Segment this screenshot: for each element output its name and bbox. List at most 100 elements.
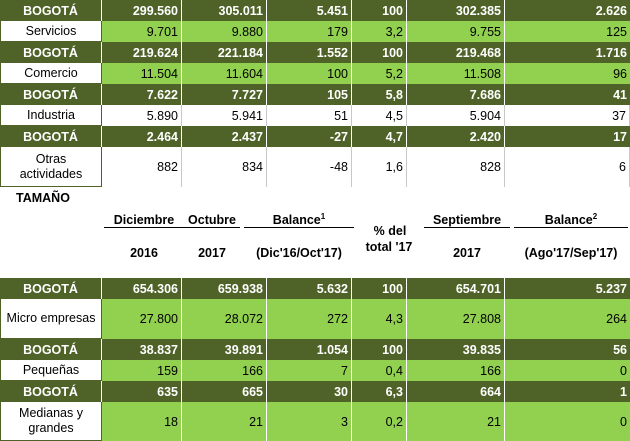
dic-value: 5.890 — [102, 105, 182, 126]
row-label: BOGOTÁ — [0, 381, 102, 402]
oct-value: 305.011 — [182, 0, 267, 21]
balance2-value: 96 — [613, 66, 627, 81]
dic-value: 2.464 — [102, 126, 182, 147]
row-label: BOGOTÁ — [0, 84, 102, 105]
pct-value: 4,3 — [352, 299, 407, 339]
row-label: BOGOTÁ — [0, 0, 102, 21]
oct-value: 28.072 — [182, 299, 267, 339]
sep-value: 664 — [407, 381, 505, 402]
oct-value: 9.880 — [182, 21, 267, 42]
pct-value: 0,2 — [352, 402, 407, 441]
balance-value: 3 — [267, 402, 352, 441]
row-label: Otras actividades — [0, 147, 102, 187]
sep-value: 27.808 — [407, 299, 505, 339]
table-row: Servicios 9.701 9.880 179 3,2 9.755 125 — [0, 21, 630, 42]
sep-value: 21 — [407, 402, 505, 441]
dic-value: 9.701 — [102, 21, 182, 42]
sep-value: 11.508 — [407, 63, 505, 84]
row-label: BOGOTÁ — [0, 126, 102, 147]
dic-value: 11.504 — [102, 63, 182, 84]
pct-value: 0,4 — [352, 360, 407, 381]
balance-value: 5.632 — [267, 278, 352, 299]
sep-value: 219.468 — [407, 42, 505, 63]
sep-value: 9.755 — [407, 21, 505, 42]
table-row: BOGOTÁ 38.837 39.891 1.054 100 39.835 56 — [0, 339, 630, 360]
row-label: BOGOTÁ — [0, 278, 102, 299]
balance-value: 1.054 — [267, 339, 352, 360]
balance2-value: 37 — [505, 105, 630, 126]
row-label: BOGOTÁ — [0, 339, 102, 360]
oct-value: 21 — [182, 402, 267, 441]
dic-value: 7.622 — [102, 84, 182, 105]
header-dic-year: 2016 — [130, 246, 158, 260]
dic-value: 654.306 — [102, 278, 182, 299]
oct-value: 659.938 — [182, 278, 267, 299]
pct-value: 4,5 — [352, 105, 407, 126]
sep-value: 166 — [407, 360, 505, 381]
balance2-value: 56 — [613, 342, 627, 357]
row-label: Industria — [0, 105, 102, 126]
row-label: Comercio — [0, 63, 102, 84]
section-title: TAMAÑO — [16, 191, 70, 205]
balance-value: -48 — [267, 147, 352, 187]
dic-value: 299.560 — [102, 0, 182, 21]
dic-value: 219.624 — [102, 42, 182, 63]
header-balance-1: Balance1 — [244, 212, 354, 228]
table-row: BOGOTÁ 654.306 659.938 5.632 100 654.701 5.237 — [0, 278, 630, 299]
pct-value: 100 — [352, 42, 407, 63]
sep-value: 654.701 — [407, 278, 505, 299]
balance-value: 179 — [267, 21, 352, 42]
balance2-value: 125 — [606, 24, 627, 39]
oct-value: 166 — [182, 360, 267, 381]
row-label: Micro empresas — [0, 299, 102, 339]
pct-value: 100 — [352, 278, 407, 299]
sep-value: 7.686 — [407, 84, 505, 105]
balance-value: 30 — [267, 381, 352, 402]
pct-value: 100 — [352, 339, 407, 360]
dic-value: 882 — [102, 147, 182, 187]
balance2-value: 0 — [620, 414, 627, 429]
balance2-value: 17 — [613, 129, 627, 144]
table-row: Otras actividades 882 834 -48 1,6 828 6 — [0, 147, 630, 187]
balance-value: 5.451 — [267, 0, 352, 21]
table-row: Micro empresas 27.800 28.072 272 4,3 27.808 26… — [0, 299, 630, 339]
balance2-value: 1 — [620, 384, 627, 399]
pct-value: 1,6 — [352, 147, 407, 187]
sep-value: 2.420 — [407, 126, 505, 147]
table-row: Medianas y grandes 18 21 3 0,2 21 0 — [0, 402, 630, 441]
dic-value: 635 — [102, 381, 182, 402]
header-oct: Octubre — [184, 213, 240, 228]
oct-value: 665 — [182, 381, 267, 402]
balance-value: 51 — [267, 105, 352, 126]
sep-value: 5.904 — [407, 105, 505, 126]
balance-value: -27 — [267, 126, 352, 147]
pct-value: 5,2 — [352, 63, 407, 84]
oct-value: 11.604 — [182, 63, 267, 84]
pct-value: 3,2 — [352, 21, 407, 42]
header-balance-2-range: (Ago'17/Sep'17) — [524, 246, 618, 260]
table-row: Industria 5.890 5.941 51 4,5 5.904 37 — [0, 105, 630, 126]
oct-value: 5.941 — [182, 105, 267, 126]
balance2-value: 2.626 — [595, 3, 627, 18]
table-row: Pequeñas 159 166 7 0,4 166 0 — [0, 360, 630, 381]
table-row: Comercio 11.504 11.604 100 5,2 11.508 96 — [0, 63, 630, 84]
balance2-value: 5.237 — [595, 281, 627, 296]
oct-value: 7.727 — [182, 84, 267, 105]
dic-value: 27.800 — [102, 299, 182, 339]
balance2-value: 0 — [620, 363, 627, 378]
header-sep: Septiembre — [424, 213, 510, 228]
balance-value: 272 — [267, 299, 352, 339]
sep-value: 39.835 — [407, 339, 505, 360]
pct-value: 4,7 — [352, 126, 407, 147]
balance-value: 100 — [267, 63, 352, 84]
dic-value: 159 — [102, 360, 182, 381]
header-balance-1-range: (Dic'16/Oct'17) — [256, 246, 342, 260]
pct-value: 5,8 — [352, 84, 407, 105]
pct-value: 100 — [352, 0, 407, 21]
table-row: BOGOTÁ 635 665 30 6,3 664 1 — [0, 381, 630, 402]
pct-value: 6,3 — [352, 381, 407, 402]
header-pct: % del — [373, 224, 407, 238]
row-label: Servicios — [0, 21, 102, 42]
table-row: BOGOTÁ 2.464 2.437 -27 4,7 2.420 17 — [0, 126, 630, 147]
